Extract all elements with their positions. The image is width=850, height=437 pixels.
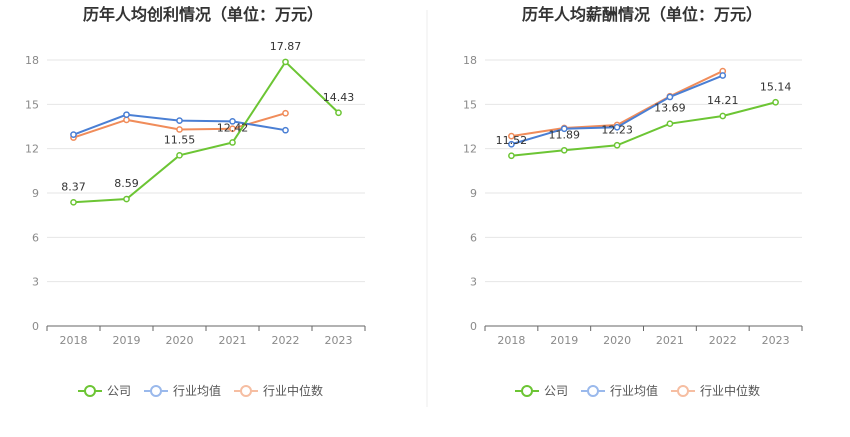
data-point bbox=[123, 111, 130, 119]
data-label: 8.37 bbox=[61, 180, 86, 193]
y-tick-label: 18 bbox=[25, 54, 39, 67]
legend-item-industry-mean: 行业均值 bbox=[581, 383, 658, 398]
series-industry-mean bbox=[70, 111, 289, 138]
x-tick-label: 2022 bbox=[709, 334, 737, 347]
x-tick-label: 2020 bbox=[603, 334, 631, 347]
series-line bbox=[511, 101, 776, 157]
data-label: 13.69 bbox=[654, 102, 686, 115]
chart-title: 历年人均薪酬情况（单位：万元） bbox=[522, 5, 762, 24]
legend-label: 行业中位数 bbox=[700, 383, 760, 398]
data-label: 14.43 bbox=[323, 91, 355, 104]
data-point bbox=[508, 132, 515, 140]
data-point bbox=[666, 120, 674, 128]
data-label: 11.89 bbox=[549, 128, 581, 141]
legend-marker bbox=[677, 385, 689, 397]
legend-item-industry-median: 行业中位数 bbox=[671, 383, 760, 398]
series-company bbox=[508, 98, 779, 160]
x-tick-label: 2020 bbox=[166, 334, 194, 347]
chart-title: 历年人均创利情况（单位：万元） bbox=[83, 5, 323, 24]
data-point bbox=[719, 112, 727, 120]
chart-2: 历年人均薪酬情况（单位：万元） 0 3 6 9 12 15 18 2018 2019 2020 202… bbox=[463, 5, 803, 398]
legend-item-industry-median: 行业中位数 bbox=[234, 383, 323, 398]
data-point bbox=[613, 123, 621, 131]
data-point bbox=[123, 116, 130, 124]
data-label: 15.14 bbox=[760, 80, 792, 93]
data-point bbox=[229, 139, 236, 146]
x-tick-label: 2018 bbox=[497, 334, 525, 347]
data-point bbox=[560, 125, 568, 133]
y-tick-label: 18 bbox=[463, 54, 477, 67]
y-tick-label: 3 bbox=[470, 276, 477, 289]
series-company bbox=[70, 58, 342, 206]
data-label: 17.87 bbox=[270, 40, 302, 53]
y-tick-label: 6 bbox=[470, 231, 477, 244]
legend-marker bbox=[150, 385, 162, 397]
legend-item-industry-mean: 行业均值 bbox=[144, 383, 221, 398]
data-label: 12.23 bbox=[601, 123, 633, 136]
data-point bbox=[229, 125, 236, 133]
data-point bbox=[282, 126, 289, 134]
data-point bbox=[719, 72, 727, 79]
y-tick-label: 3 bbox=[32, 276, 39, 289]
data-point bbox=[335, 109, 342, 117]
legend-label: 行业均值 bbox=[173, 383, 221, 398]
data-point bbox=[613, 141, 621, 149]
data-point bbox=[560, 146, 568, 154]
legend-item-company: 公司 bbox=[78, 384, 131, 398]
y-tick-label: 9 bbox=[32, 187, 39, 200]
data-point bbox=[229, 117, 236, 125]
data-point bbox=[123, 195, 130, 203]
y-tick-label: 9 bbox=[470, 187, 477, 200]
legend-label: 公司 bbox=[544, 384, 568, 398]
legend-marker bbox=[521, 385, 533, 397]
y-tick-label: 15 bbox=[25, 98, 39, 111]
y-tick-label: 6 bbox=[32, 231, 39, 244]
x-tick-label: 2018 bbox=[60, 334, 88, 347]
y-tick-label: 12 bbox=[25, 143, 39, 156]
data-point bbox=[772, 98, 779, 106]
y-tick-label: 0 bbox=[470, 320, 477, 333]
y-tick-label: 12 bbox=[463, 143, 477, 156]
data-label: 14.21 bbox=[707, 94, 739, 107]
data-point bbox=[282, 109, 289, 117]
data-point bbox=[508, 140, 515, 148]
legend-marker bbox=[240, 385, 252, 397]
data-point bbox=[176, 151, 183, 159]
x-tick-label: 2023 bbox=[325, 334, 353, 347]
y-tick-label: 0 bbox=[32, 320, 39, 333]
x-tick-label: 2019 bbox=[550, 334, 578, 347]
data-point bbox=[70, 131, 77, 138]
series-industry-mean bbox=[508, 72, 727, 148]
x-tick-label: 2023 bbox=[762, 334, 790, 347]
data-point bbox=[508, 152, 515, 160]
y-tick-label: 15 bbox=[463, 98, 477, 111]
series-line bbox=[73, 60, 340, 204]
legend-label: 行业均值 bbox=[610, 383, 658, 398]
x-tick-label: 2022 bbox=[272, 334, 300, 347]
chart-1: 历年人均创利情况（单位：万元） 0 3 6 9 12 15 18 2018 2019 2020 202… bbox=[25, 5, 366, 398]
legend-marker bbox=[587, 385, 599, 397]
data-point bbox=[70, 198, 77, 206]
legend-label: 行业中位数 bbox=[263, 383, 323, 398]
x-tick-label: 2019 bbox=[113, 334, 141, 347]
data-point bbox=[666, 93, 674, 101]
data-label: 11.55 bbox=[164, 133, 196, 146]
legend-item-company: 公司 bbox=[515, 384, 568, 398]
data-point bbox=[282, 58, 289, 66]
data-label: 12.42 bbox=[217, 121, 249, 134]
legend-label: 公司 bbox=[107, 384, 131, 398]
data-label: 8.59 bbox=[114, 177, 139, 190]
data-point bbox=[176, 117, 183, 124]
data-label: 11.52 bbox=[496, 134, 528, 147]
data-point bbox=[176, 126, 183, 133]
legend-marker bbox=[84, 385, 96, 397]
x-tick-label: 2021 bbox=[219, 334, 247, 347]
x-tick-label: 2021 bbox=[656, 334, 684, 347]
